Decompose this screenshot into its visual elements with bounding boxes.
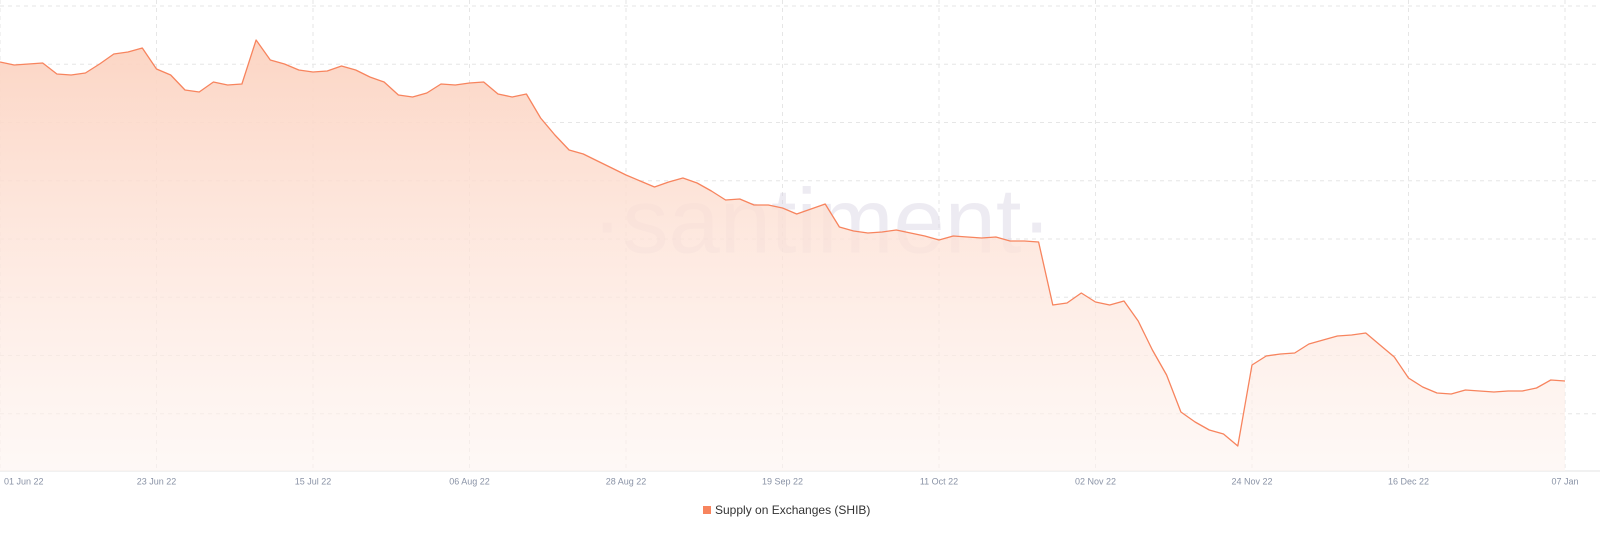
x-tick-label: 15 Jul 22 [295,476,332,486]
x-tick-label: 24 Nov 22 [1231,476,1272,486]
x-tick-label: 02 Nov 22 [1075,476,1116,486]
legend: Supply on Exchanges (SHIB) [703,503,870,517]
legend-label: Supply on Exchanges (SHIB) [715,503,870,517]
x-tick-label: 16 Dec 22 [1388,476,1429,486]
line [0,39,1566,447]
area-fill [0,40,1565,471]
x-tick-label: 06 Aug 22 [449,476,490,486]
x-tick-label: 19 Sep 22 [762,476,803,486]
x-tick-label: 07 Jan [1551,476,1578,486]
x-tick-label: 28 Aug 22 [606,476,647,486]
plot [0,39,1566,471]
x-tick-label: 11 Oct 22 [920,476,958,486]
legend-swatch [703,506,711,514]
x-tick-label: 01 Jun 22 [4,476,44,486]
x-tick-label: 23 Jun 22 [137,476,177,486]
